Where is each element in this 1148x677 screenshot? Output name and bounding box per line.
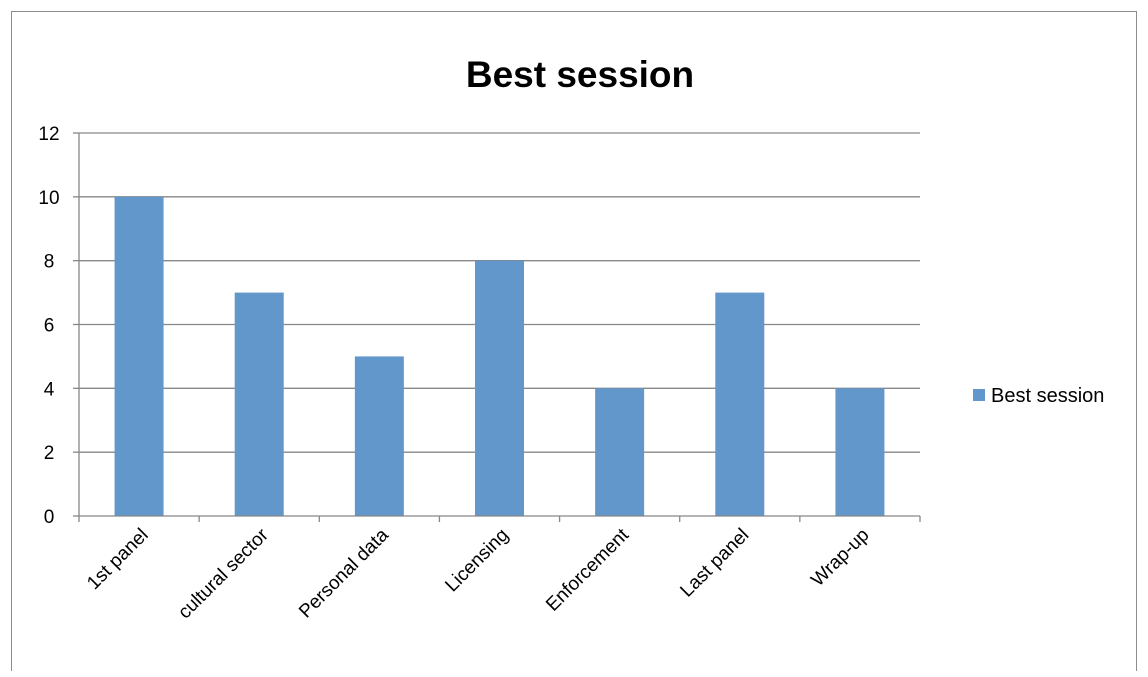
y-tick-label: 12: [38, 124, 59, 145]
x-tick-label: cultural sector: [174, 524, 273, 623]
y-axis-ticks: 0 2 4 6 8 10 12: [38, 124, 59, 528]
y-tick-label: 0: [44, 507, 55, 528]
bar-2: [234, 292, 284, 516]
legend: Best session: [973, 385, 1104, 407]
chart-frame: [11, 11, 1137, 671]
bar-3: [354, 356, 404, 516]
bar-6: [715, 292, 765, 516]
y-tick-label: 6: [44, 316, 55, 337]
x-tick-label: Licensing: [441, 525, 513, 597]
axes: [78, 133, 921, 522]
bar-7: [835, 388, 885, 516]
chart-title: Best session: [466, 54, 694, 95]
bar-5: [595, 388, 645, 516]
legend-swatch: [973, 389, 985, 401]
bars: [114, 196, 885, 517]
x-axis-labels: 1st panel cultural sector Personal data Lic…: [83, 524, 873, 623]
y-tick-label: 4: [44, 379, 55, 400]
x-tick-label: Enforcement: [542, 524, 634, 616]
x-tick-label: Last panel: [676, 525, 753, 602]
x-tick-label: 1st panel: [83, 525, 152, 594]
legend-label: Best session: [991, 385, 1104, 407]
y-tick-label: 8: [44, 252, 55, 273]
bar-1: [114, 196, 164, 517]
y-tick-label: 2: [44, 443, 55, 464]
x-tick-label: Wrap-up: [807, 525, 873, 591]
bar-4: [475, 260, 524, 516]
x-tick-label: Personal data: [295, 524, 393, 622]
y-tick-label: 10: [38, 188, 59, 209]
